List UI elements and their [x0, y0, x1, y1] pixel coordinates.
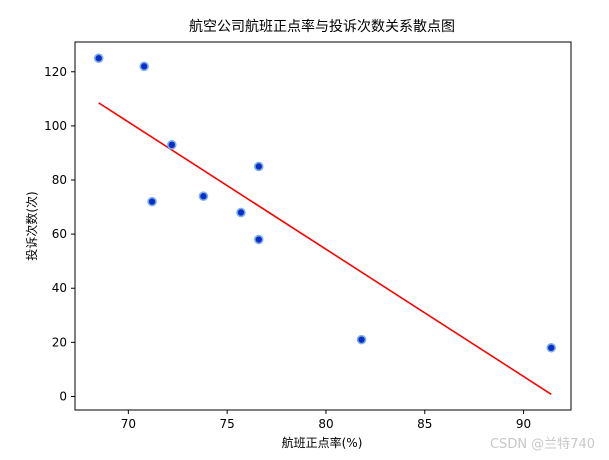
y-axis-label: 投诉次数(次) — [24, 191, 39, 260]
x-tick-label: 80 — [318, 417, 333, 431]
scatter-point — [198, 191, 209, 202]
y-tick-label: 20 — [52, 335, 67, 349]
watermark: CSDN @兰特740 — [489, 437, 595, 452]
x-axis-label: 航班正点率(%) — [282, 435, 363, 450]
scatter-point — [236, 207, 246, 218]
x-tick-label: 85 — [417, 417, 432, 431]
scatter-point — [93, 53, 104, 64]
regression-line-group — [98, 102, 552, 395]
y-tick-label: 40 — [52, 281, 67, 295]
chart-title: 航空公司航班正点率与投诉次数关系散点图 — [189, 18, 455, 35]
scatter-point — [147, 196, 157, 207]
x-axis: 70 75 80 85 90 — [121, 410, 531, 431]
scatter-point — [546, 342, 557, 353]
scatter-point — [139, 61, 149, 72]
scatter-points — [93, 53, 557, 353]
plot-area — [74, 41, 572, 411]
x-tick-label: 90 — [516, 417, 531, 431]
y-tick-label: 80 — [52, 173, 67, 187]
regression-line — [98, 102, 552, 395]
scatter-point — [356, 334, 367, 345]
x-tick-label: 70 — [121, 417, 136, 431]
y-tick-label: 60 — [52, 227, 67, 241]
scatter-point — [253, 161, 264, 172]
x-tick-label: 75 — [220, 417, 235, 431]
y-tick-label: 0 — [59, 389, 67, 403]
y-axis: 0 20 40 60 80 100 120 — [44, 65, 75, 403]
scatter-point — [253, 234, 264, 245]
y-tick-label: 100 — [44, 119, 67, 133]
y-tick-label: 120 — [44, 65, 67, 79]
scatter-point — [167, 140, 177, 150]
